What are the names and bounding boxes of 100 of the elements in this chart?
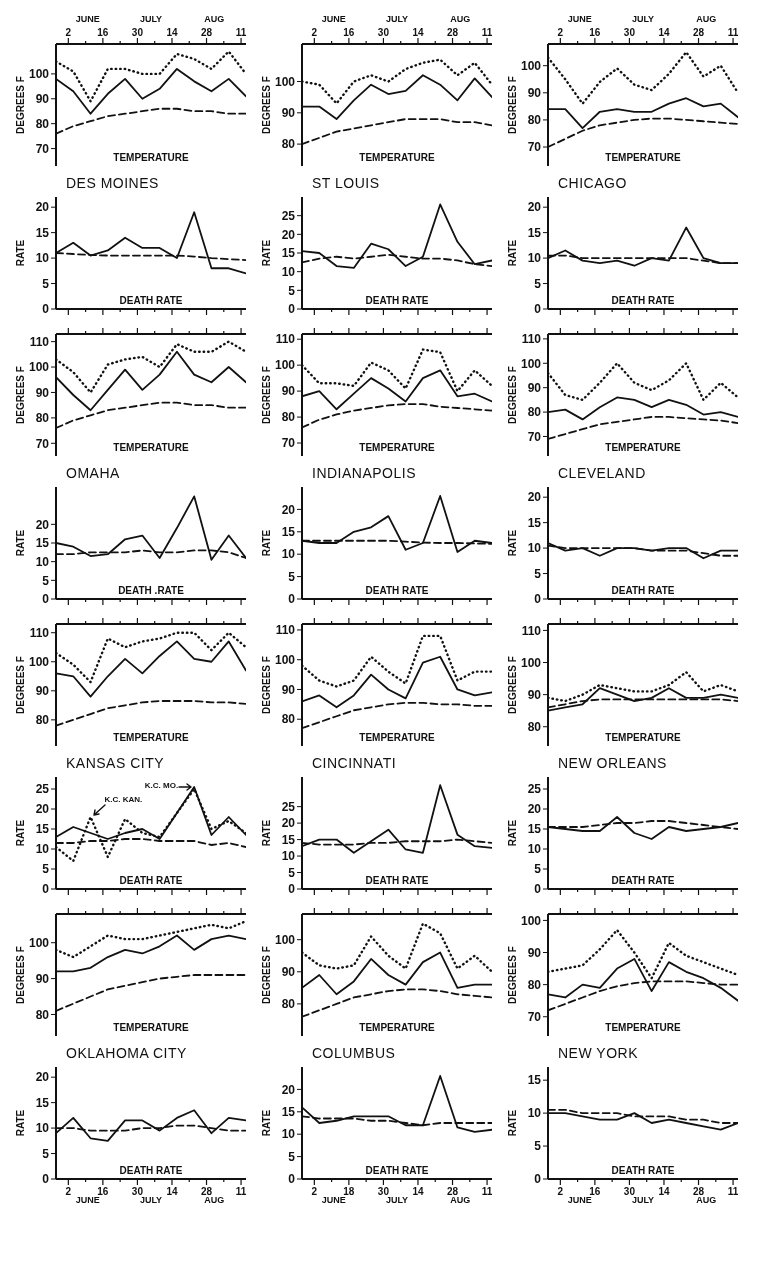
x2-tick-label: 30 [131,27,144,38]
text: JUNE [567,1195,592,1205]
y-tick-label: 25 [527,782,542,797]
y-axis-title: DEGREES F [506,366,518,424]
y-axis-title: DEGREES F [506,76,518,134]
annotation: DEATH RATE [118,1165,184,1176]
y-tick-label: 100 [274,358,296,373]
annotation: TEMPERATURE [604,152,682,163]
y-tick-label: 20 [281,502,296,517]
y-tick-label: 80 [281,410,296,425]
y-tick-label: 90 [35,385,50,400]
text: AUG [450,14,471,24]
text: AUG [450,1195,471,1205]
y-tick-label: 10 [527,541,542,556]
y-tick-label: 80 [35,713,50,728]
y-tick-label: 90 [35,971,50,986]
annotation: DEATH RATE [118,875,184,886]
annotation: TEMPERATURE [358,152,436,163]
y-axis-title: DEGREES F [260,656,272,714]
annotation: TEMPERATURE [112,442,190,453]
x-tick-label: 28 [692,1186,705,1197]
text: AUG [204,1195,225,1205]
annotation: DEATH .RATE [117,585,185,596]
y-tick-label: 20 [527,200,542,215]
y-tick-label: 80 [281,997,296,1012]
annotation: DEATH RATE [364,585,430,596]
y-tick-label: 15 [35,822,50,837]
y-tick-label: 80 [527,405,542,420]
x2-tick-label: 14 [412,27,424,38]
x-tick-label: 18 [343,1186,355,1197]
y-tick-label: 10 [281,547,296,562]
text: JULY [631,1195,655,1205]
chart-title: COLUMBUS [312,1045,396,1061]
x-tick-label: 30 [131,1186,144,1197]
y-tick-label: 5 [42,276,50,291]
y-tick-label: 110 [521,623,542,638]
x2-tick-label: 30 [623,27,636,38]
y-tick-label: 0 [534,1172,542,1187]
y-tick-label: 100 [520,655,542,670]
y-tick-label: 100 [520,356,542,371]
y-tick-label: 15 [35,1095,50,1110]
y-tick-label: 70 [35,141,50,156]
y-axis-title: DEGREES F [260,946,272,1004]
annotation: TEMPERATURE [358,1022,436,1033]
x2-tick-label: 16 [343,27,355,38]
y-tick-label: 15 [35,225,50,240]
x2-tick-label: 11 [481,27,493,38]
y-axis-title: RATE [260,1109,272,1137]
y-tick-label: 90 [281,384,296,399]
annotation: DEATH RATE [364,1165,430,1176]
annotation: TEMPERATURE [112,152,190,163]
chart-title: DES MOINES [66,175,159,191]
y-tick-label: 0 [288,882,296,897]
y-tick-label: 80 [527,113,542,128]
y-tick-label: 0 [42,592,50,607]
y-tick-label: 20 [281,227,296,242]
y-tick-label: 20 [527,802,542,817]
chart-title: CLEVELAND [558,465,646,481]
y-tick-label: 90 [35,684,50,699]
y-tick-label: 5 [42,573,50,588]
y-tick-label: 0 [534,592,542,607]
text: AUG [696,1195,717,1205]
y-tick-label: 100 [28,935,50,950]
y-tick-label: 90 [35,92,50,107]
chart-title: NEW ORLEANS [558,755,667,771]
y-tick-label: 90 [527,86,542,101]
y-tick-label: 5 [42,1146,50,1161]
y-tick-label: 5 [288,1149,296,1164]
x2-tick-label: 28 [446,27,459,38]
annotation: DEATH RATE [364,295,430,306]
y-axis-title: RATE [260,239,272,267]
y-tick-label: 25 [281,208,296,223]
annotation: DEATH RATE [610,585,676,596]
annotation: TEMPERATURE [604,732,682,743]
annotation: TEMPERATURE [358,732,436,743]
y-tick-label: 100 [28,655,50,670]
y-tick-label: 0 [42,302,50,317]
y-tick-label: 15 [35,536,50,551]
x2-tick-label: 16 [589,27,601,38]
y-axis-title: DEGREES F [14,76,26,134]
y-tick-label: 5 [288,569,296,584]
y-tick-label: 10 [281,849,296,864]
y-axis-title: DEGREES F [260,366,272,424]
y-tick-label: 110 [275,332,296,347]
y-tick-label: 5 [534,862,542,877]
x-tick-label: 14 [412,1186,424,1197]
annotation: DEATH RATE [610,875,676,886]
x2-tick-label: 11 [235,27,247,38]
annotation: TEMPERATURE [112,732,190,743]
y-tick-label: 15 [527,515,542,530]
annotation: TEMPERATURE [604,1022,682,1033]
y-tick-label: 90 [281,965,296,980]
x2-tick-label: 2 [311,27,318,38]
annotation: K.C. KAN. [104,795,143,804]
y-tick-label: 80 [281,137,296,152]
y-tick-label: 110 [29,334,50,349]
annotation: DEATH RATE [610,295,676,306]
x-tick-label: 14 [658,1186,670,1197]
x-tick-label: 16 [97,1186,109,1197]
text: AUG [696,14,717,24]
